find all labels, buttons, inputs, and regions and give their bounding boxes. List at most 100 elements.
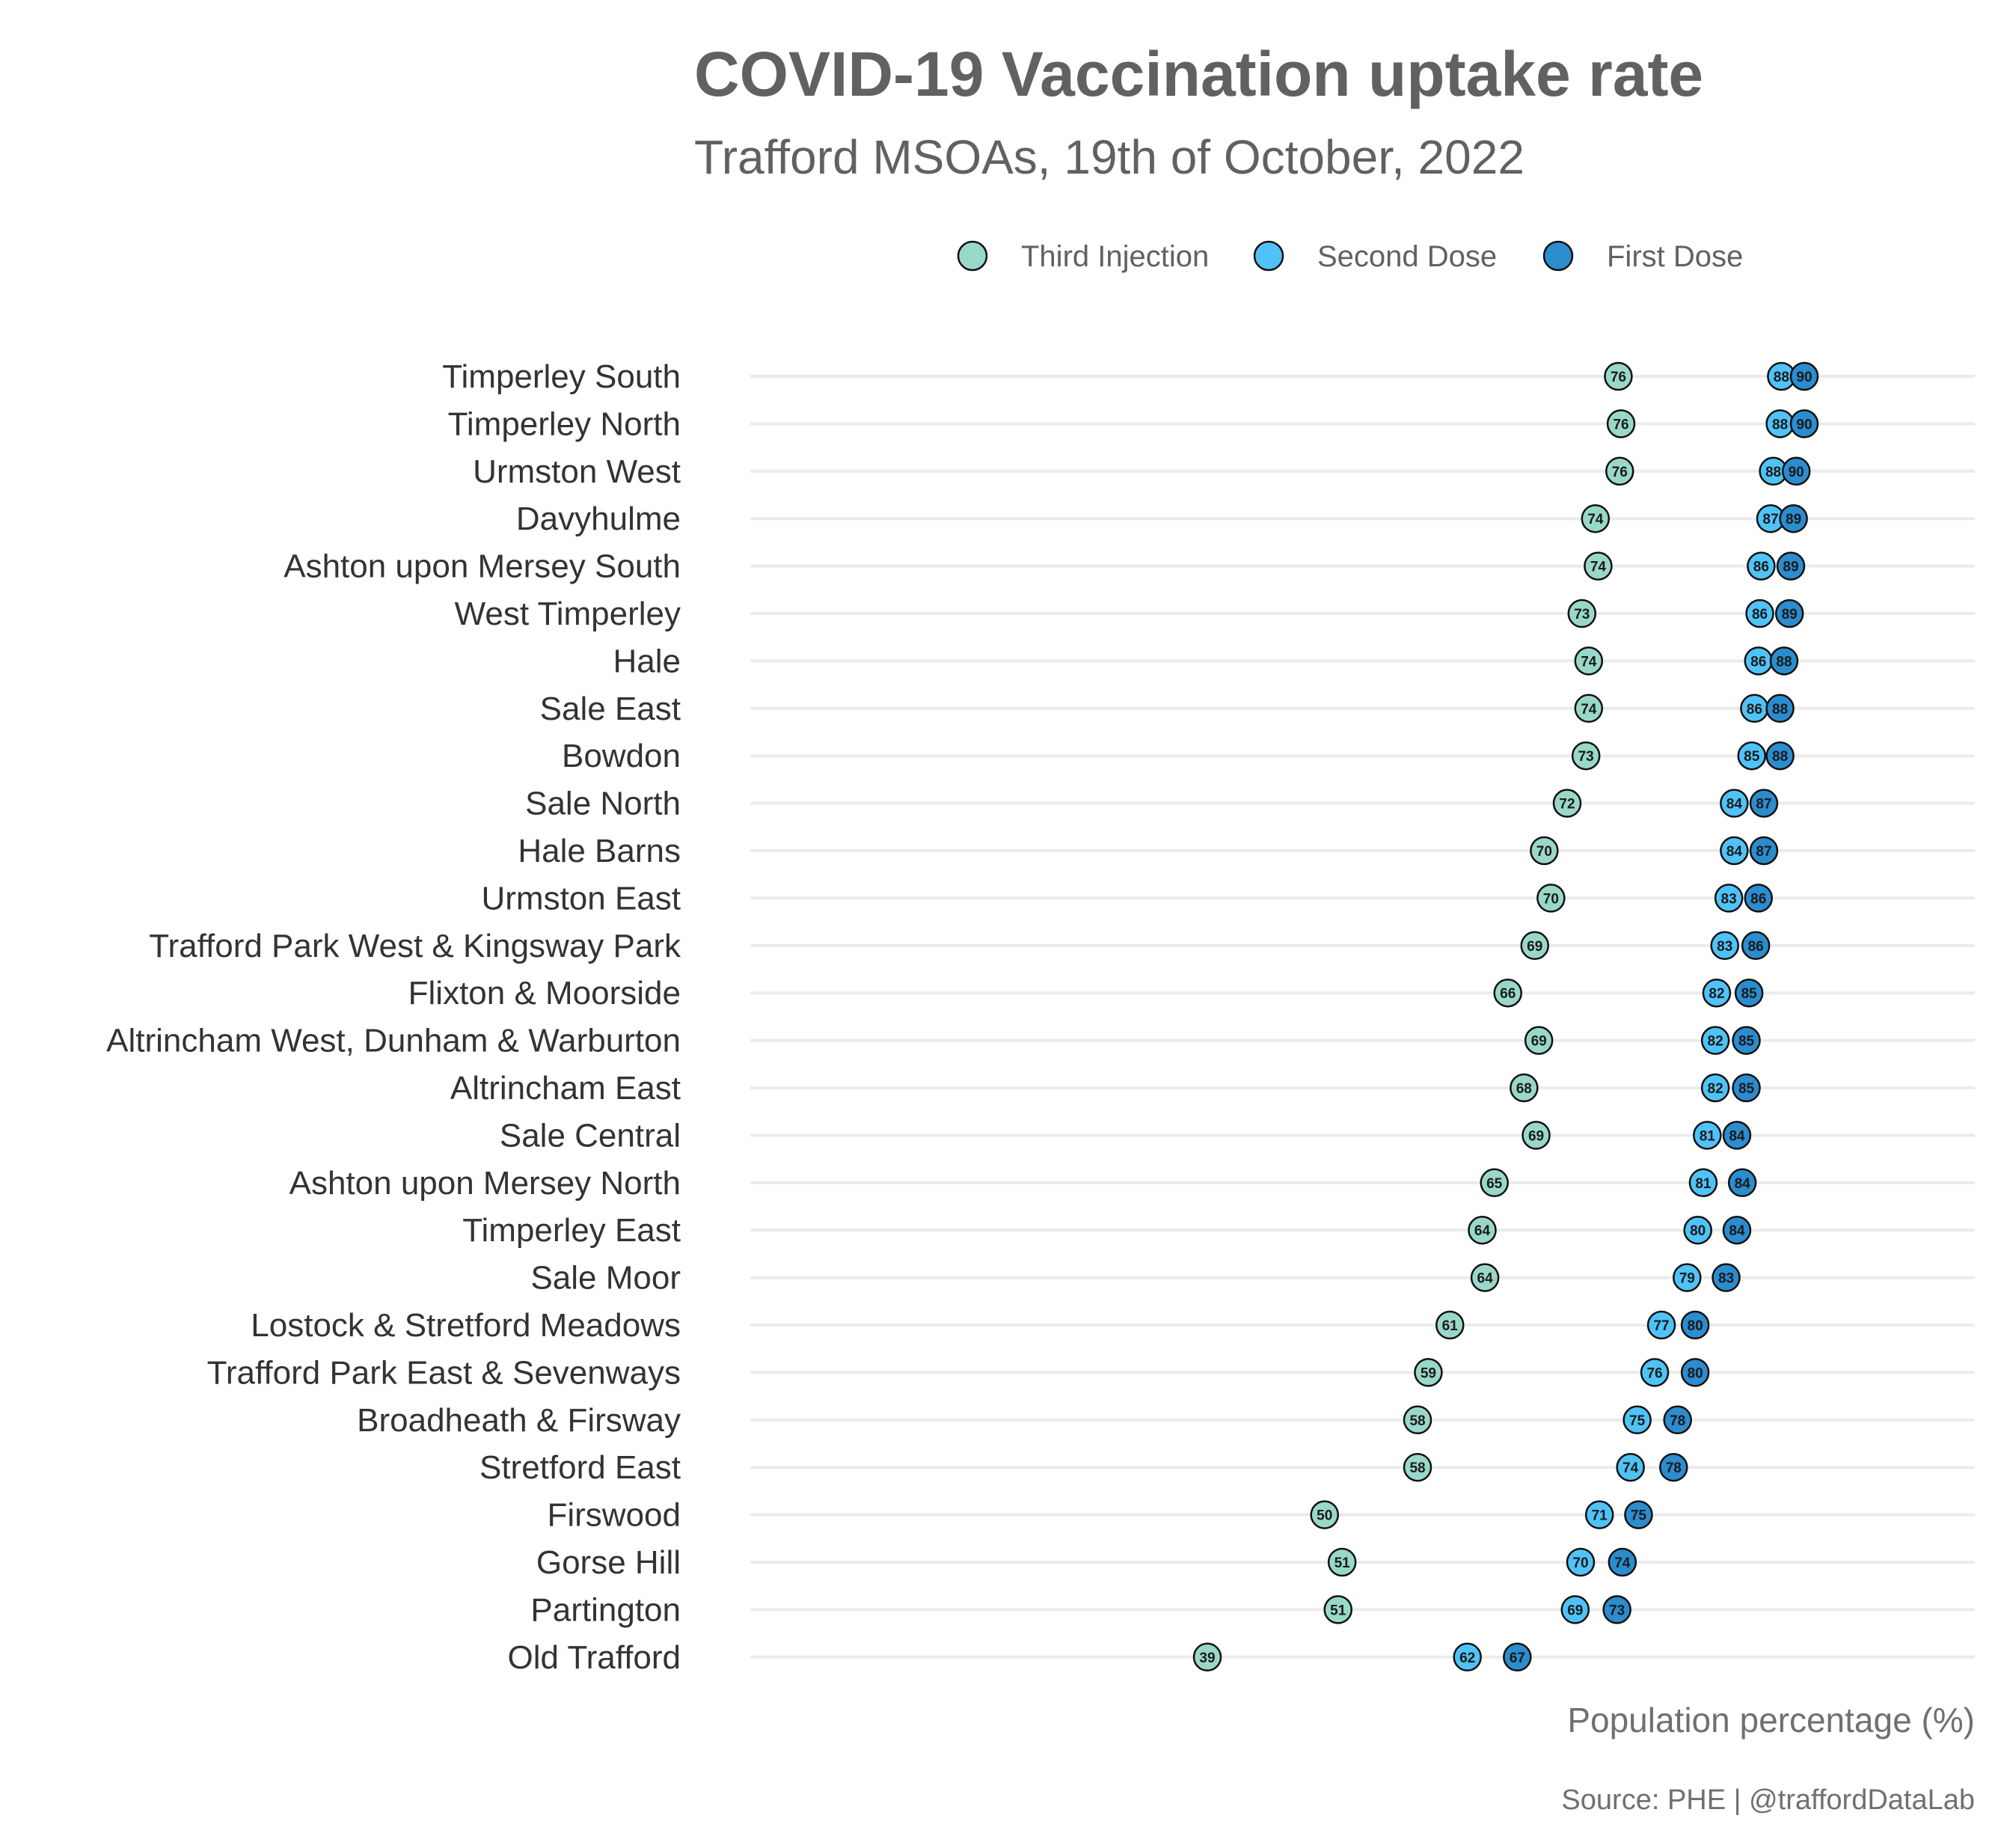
category-label: Sale Central	[500, 1117, 681, 1154]
data-point	[1470, 1263, 1500, 1292]
category-label: West Timperley	[455, 596, 681, 632]
data-label: 51	[1335, 1555, 1351, 1571]
data-point	[1616, 1452, 1645, 1482]
category-label: Flixton & Moorside	[408, 975, 681, 1012]
data-point	[1663, 1405, 1692, 1435]
data-label: 58	[1409, 1460, 1425, 1476]
data-label: 39	[1199, 1650, 1215, 1666]
data-label: 86	[1750, 891, 1766, 907]
data-point	[1765, 694, 1795, 723]
data-point	[1571, 741, 1601, 771]
data-point	[1468, 1215, 1497, 1245]
data-point	[1776, 551, 1806, 581]
data-point	[1734, 978, 1764, 1008]
data-point	[1624, 1500, 1653, 1529]
data-label: 68	[1516, 1081, 1532, 1097]
data-point	[1522, 1121, 1551, 1150]
data-point	[1659, 1452, 1688, 1482]
data-point	[1700, 1073, 1730, 1103]
data-point	[1745, 599, 1774, 628]
data-point	[1727, 1168, 1757, 1198]
data-point	[1789, 361, 1819, 391]
x-axis-label: Population percentage (%)	[1567, 1701, 1975, 1740]
data-point	[1781, 456, 1811, 486]
data-point	[1581, 504, 1611, 533]
data-label: 71	[1592, 1508, 1608, 1524]
data-label: 70	[1572, 1555, 1588, 1571]
data-point	[1749, 836, 1779, 866]
data-label: 82	[1709, 986, 1724, 1002]
category-label: Stretford East	[479, 1449, 681, 1486]
category-label: Trafford Park East & Sevenways	[207, 1354, 681, 1391]
data-point	[1503, 1642, 1532, 1672]
data-point	[1530, 836, 1559, 866]
data-label: 75	[1629, 1413, 1646, 1429]
data-point	[1688, 1168, 1718, 1198]
data-label: 83	[1718, 1271, 1734, 1287]
data-label: 88	[1772, 702, 1788, 718]
data-label: 74	[1590, 560, 1607, 575]
data-label: 74	[1623, 1460, 1639, 1476]
data-label: 89	[1783, 560, 1798, 575]
data-point	[1769, 646, 1799, 676]
data-label: 83	[1721, 891, 1737, 907]
data-point	[1720, 836, 1749, 866]
data-point	[1567, 599, 1597, 628]
data-label: 70	[1543, 891, 1559, 907]
data-point	[1584, 551, 1613, 581]
data-label: 78	[1670, 1413, 1685, 1429]
data-label: 86	[1752, 607, 1768, 622]
data-point	[1722, 1121, 1752, 1150]
category-label: Timperley North	[448, 406, 681, 442]
data-label: 83	[1717, 939, 1732, 955]
data-point	[1524, 1026, 1554, 1055]
data-point	[1414, 1358, 1443, 1387]
data-label: 76	[1612, 465, 1628, 480]
data-point	[1683, 1215, 1712, 1245]
data-point	[1560, 1595, 1590, 1624]
data-point	[1737, 741, 1766, 771]
data-point	[1702, 978, 1732, 1008]
chart-title: COVID-19 Vaccination uptake rate	[694, 39, 1703, 109]
chart-legend: Third Injection Second Dose First Dose	[957, 240, 1743, 273]
data-point	[1574, 694, 1604, 723]
category-label: Urmston West	[473, 453, 681, 490]
data-point	[1602, 1595, 1631, 1624]
data-label: 69	[1527, 939, 1542, 955]
data-label: 64	[1477, 1271, 1494, 1287]
data-point	[1623, 1405, 1652, 1435]
category-labels: Timperley South Timperley North Urmston We…	[106, 358, 681, 1676]
category-label: Ashton upon Mersey South	[284, 548, 681, 585]
data-label: 88	[1765, 465, 1781, 480]
data-label: 61	[1442, 1318, 1459, 1334]
data-point	[1566, 1547, 1596, 1577]
data-points: 76 76 76 74 74 73 74 74 73 72 70 70 69 66 69 68 69 65 64 64…	[1192, 361, 1819, 1672]
data-label: 84	[1729, 1223, 1745, 1239]
data-label: 88	[1776, 654, 1792, 670]
category-label: Hale Barns	[518, 833, 681, 869]
data-label: 82	[1708, 1081, 1723, 1097]
data-label: 81	[1695, 1176, 1712, 1192]
category-label: Old Trafford	[507, 1639, 681, 1676]
data-point	[1605, 456, 1634, 486]
data-label: 77	[1653, 1318, 1669, 1334]
category-label: Hale	[613, 643, 681, 679]
category-label: Lostock & Stretford Meadows	[251, 1307, 681, 1344]
data-label: 82	[1708, 1034, 1723, 1050]
data-label: 80	[1690, 1223, 1706, 1239]
data-label: 86	[1747, 702, 1762, 718]
data-label: 74	[1581, 702, 1597, 718]
data-point	[1192, 1642, 1222, 1672]
data-label: 89	[1786, 512, 1801, 527]
data-point	[1453, 1642, 1482, 1672]
data-point	[1646, 1310, 1676, 1340]
data-point	[1693, 1121, 1722, 1150]
data-label: 81	[1700, 1128, 1716, 1144]
data-label: 72	[1559, 797, 1575, 813]
data-label: 73	[1609, 1603, 1625, 1618]
data-label: 87	[1756, 797, 1771, 813]
data-label: 79	[1679, 1271, 1695, 1287]
data-point	[1536, 884, 1566, 913]
data-label: 80	[1688, 1365, 1703, 1381]
legend-label-2: Second Dose	[1317, 240, 1497, 273]
